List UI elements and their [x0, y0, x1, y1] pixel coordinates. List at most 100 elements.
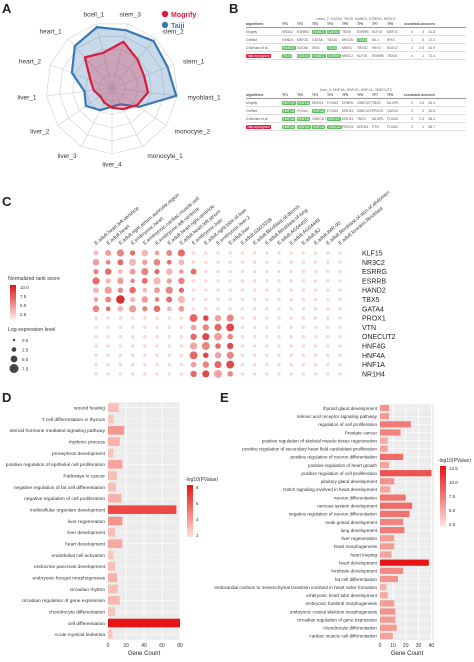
dot-mark — [240, 372, 245, 376]
panel-label-b: B — [229, 1, 239, 16]
dot-mark — [155, 316, 159, 320]
dot-mark — [216, 279, 220, 283]
tf-name: HNF4A — [282, 124, 296, 129]
tf-cell: ONECUT2 — [357, 109, 372, 113]
color-legend-tick: 12.5 — [449, 466, 458, 471]
x-tick-label: 20 — [123, 643, 129, 649]
tf-name: KLF15 — [357, 53, 367, 58]
bar-label: circadian regulation of gene expression — [297, 617, 377, 622]
dot-mark — [265, 279, 269, 283]
dot-mark — [326, 269, 330, 274]
numeric-cell: 65.7 — [428, 124, 435, 129]
dot-mark — [118, 353, 123, 357]
dot-mark — [240, 297, 245, 302]
dot-mark — [143, 362, 147, 367]
dot-mark — [116, 249, 124, 257]
dot-mark — [216, 307, 220, 311]
dot-mark — [277, 353, 281, 357]
dot-mark — [166, 250, 173, 256]
dot-mark — [94, 335, 98, 339]
dot-mark — [265, 260, 269, 264]
bar-label: negative regulation of cell proliferatio… — [24, 496, 105, 502]
dot-mark — [94, 372, 98, 376]
tf-name: MEIS1 — [342, 45, 353, 50]
dot-mark — [226, 314, 234, 322]
dot-mark — [190, 342, 198, 350]
tf-cell: TBX3 — [357, 117, 372, 121]
dot-mark — [117, 305, 124, 312]
bar-label: rhythmic process — [69, 439, 106, 445]
dot-mark — [265, 362, 269, 367]
radar-spoke — [57, 87, 113, 126]
dot-mark — [179, 344, 184, 348]
table-header-cell: TF7 — [372, 22, 379, 26]
tf-name: NR1H4 — [357, 124, 369, 129]
table-header-cell: TF4 — [327, 93, 334, 97]
numeric-cell: 2 — [411, 45, 413, 50]
dot-mark — [277, 344, 281, 348]
bar-mark — [108, 494, 122, 503]
tf-cell: GATA4 — [297, 53, 312, 58]
dot-mark — [130, 344, 135, 348]
dot-mark — [214, 323, 222, 331]
tf-name: HNF1A — [297, 116, 311, 121]
dot-mark — [204, 251, 208, 255]
dot-mark — [289, 325, 293, 330]
dot-mark — [165, 268, 173, 275]
dot-mark — [94, 325, 98, 330]
table-header-cell: count — [403, 22, 413, 26]
dot-mark — [118, 362, 123, 367]
dot-mark — [240, 251, 245, 255]
dot-mark — [265, 335, 269, 339]
bar-mark — [380, 567, 404, 574]
bar-mark — [108, 550, 114, 560]
numeric-cell: 1.5 — [419, 100, 424, 105]
dot-mark — [143, 372, 147, 376]
dot-mark — [240, 316, 245, 320]
tf-cell: GATA4 — [387, 109, 402, 113]
dot-mark — [190, 361, 197, 368]
dot-mark — [106, 344, 110, 348]
tf-name: TBX20 — [327, 37, 338, 42]
tf-name: FOXA2 — [327, 100, 339, 105]
dot-mark — [313, 344, 318, 348]
dot-mark — [129, 286, 136, 294]
table-row: Taiji-reprogram TBX5 GATA4 HAND2 ESRRG NR3C2 K… — [246, 52, 466, 60]
bar-label: steroid hormone mediated signaling pathw… — [10, 428, 106, 434]
tf-cell: NR1H4 — [342, 109, 357, 113]
panel-label-a: A — [2, 1, 12, 16]
tf-cell: MEIS1 — [342, 46, 357, 50]
bar-mark — [108, 482, 117, 492]
bar-mark — [108, 437, 120, 446]
tf-cell: PROX1 — [372, 109, 387, 113]
bar-label: circadian regulation of gene expression — [22, 598, 106, 604]
dot-mark — [226, 360, 235, 369]
dot-mark — [178, 259, 185, 266]
dot-mark — [155, 344, 159, 348]
radar-axis-label: stem_3 — [120, 12, 142, 19]
column-label: E.adult.fibroblast.of.skin.of.abdomen — [325, 190, 391, 247]
bar-mark — [380, 608, 396, 615]
tf-cell: ONECUT2 — [327, 124, 342, 129]
dot-mark — [104, 268, 112, 275]
bar-mark — [380, 437, 388, 444]
tf-name: HEY2 — [372, 45, 381, 50]
dot-mark — [289, 335, 293, 339]
size-legend-tick: 7.5 — [22, 367, 29, 372]
bar-label: thyroid gland development — [323, 406, 378, 411]
dot-mark — [143, 316, 147, 320]
algorithm-name: Taiji-reprogram — [246, 53, 271, 58]
dot-mark — [117, 277, 124, 285]
dot-mark — [289, 269, 293, 274]
tf-cell: PROX1 — [342, 125, 357, 129]
dot-mark — [204, 288, 208, 292]
bar-label: Prostate cancer — [345, 430, 378, 435]
dot-mark — [190, 268, 197, 275]
dot-mark — [118, 316, 123, 320]
dot-mark — [326, 316, 330, 320]
row-label: ONECUT2 — [362, 334, 396, 341]
size-legend-tick: 0.0 — [22, 338, 29, 343]
dot-mark — [129, 258, 137, 266]
color-legend-tick: 8 — [196, 485, 199, 490]
tf-cell: FOXA2 — [327, 101, 342, 105]
